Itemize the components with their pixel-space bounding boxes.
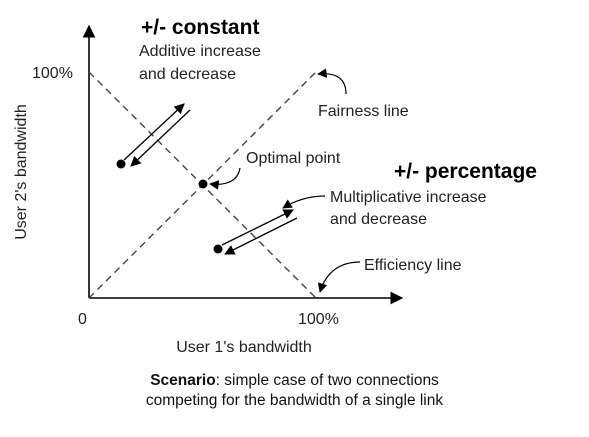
caption-line1: Scenario: simple case of two connections xyxy=(0,371,589,391)
additive-label-line1: Additive increase xyxy=(139,43,261,60)
efficiency-label: Efficiency line xyxy=(364,257,462,274)
additive-heading: +/- constant xyxy=(141,16,259,39)
aimd-diagram: User 2's bandwidth User 1's bandwidth 10… xyxy=(13,16,537,356)
multiplicative-decrease-arrow xyxy=(224,217,298,255)
additive-label-line2: and decrease xyxy=(139,66,236,83)
y-max-label: 100% xyxy=(32,65,73,82)
multiplicative-increase-arrow xyxy=(221,209,294,246)
additive-start-point xyxy=(116,159,126,169)
optimal-callout xyxy=(209,167,241,190)
y-axis-label: User 2's bandwidth xyxy=(13,104,30,240)
additive-increase-arrow xyxy=(123,103,185,161)
x-axis-label: User 1's bandwidth xyxy=(176,339,312,356)
multiplicative-heading: +/- percentage xyxy=(394,160,537,183)
multiplicative-label-line1: Multiplicative increase xyxy=(330,189,487,206)
optimal-label: Optimal point xyxy=(246,150,341,167)
origin-label: 0 xyxy=(78,311,87,328)
additive-decrease-arrow xyxy=(130,109,191,167)
fairness-callout xyxy=(317,68,347,95)
efficiency-callout xyxy=(317,261,361,293)
caption-line1-rest: : simple case of two connections xyxy=(215,372,439,389)
caption-bold: Scenario xyxy=(150,372,216,389)
caption-line2: competing for the bandwidth of a single … xyxy=(145,392,444,409)
caption: Scenario: simple case of two connections… xyxy=(0,371,589,411)
optimal-point xyxy=(198,179,208,189)
multiplicative-start-point xyxy=(213,244,223,254)
multiplicative-callout xyxy=(282,195,326,209)
x-max-label: 100% xyxy=(298,311,339,328)
multiplicative-label-line2: and decrease xyxy=(330,211,427,228)
fairness-label: Fairness line xyxy=(318,103,409,120)
